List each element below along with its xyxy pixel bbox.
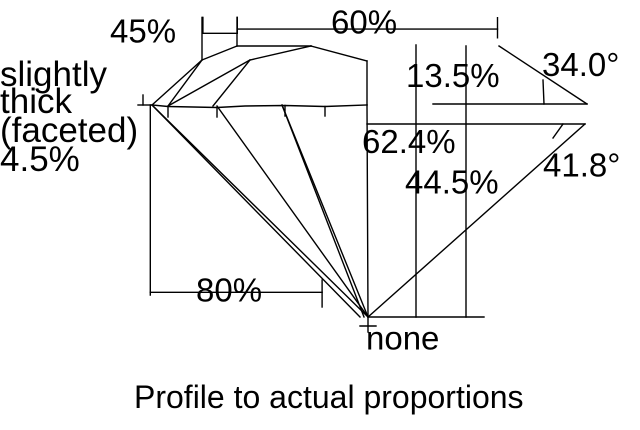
svg-text:45%: 45% — [110, 13, 176, 50]
svg-text:4.5%: 4.5% — [0, 140, 80, 179]
svg-text:80%: 80% — [196, 271, 262, 308]
svg-text:60%: 60% — [331, 3, 397, 40]
svg-text:62.4%: 62.4% — [362, 123, 456, 160]
svg-text:13.5%: 13.5% — [406, 57, 500, 94]
svg-text:Profile to actual proportions: Profile to actual proportions — [134, 379, 524, 415]
svg-text:none: none — [366, 320, 439, 357]
svg-text:44.5%: 44.5% — [405, 164, 499, 201]
svg-text:34.0°: 34.0° — [542, 46, 619, 83]
svg-text:41.8°: 41.8° — [543, 147, 620, 184]
